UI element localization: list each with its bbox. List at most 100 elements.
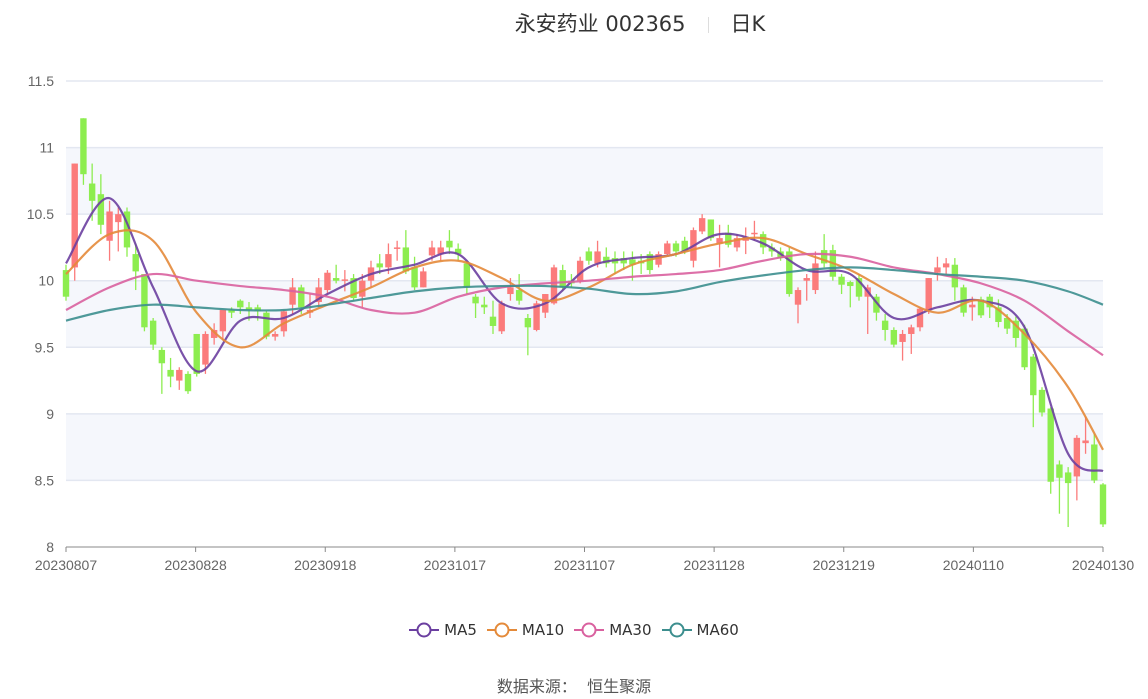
- period-label[interactable]: 日K: [730, 12, 766, 36]
- candle-body-down: [681, 240, 688, 252]
- candle-body-up: [969, 304, 976, 308]
- candle-body-down: [890, 329, 898, 345]
- x-tick-label: 20231219: [813, 557, 876, 573]
- candle-body-up: [698, 218, 706, 232]
- title-divider: [707, 17, 709, 33]
- candle-body-up: [359, 280, 366, 297]
- chart-title: 永安药业 002365 日K: [0, 8, 1148, 38]
- candle-body-down: [620, 258, 627, 264]
- legend: MA5 MA10 MA30 MA60: [0, 621, 1148, 643]
- candle-body-down: [463, 263, 471, 288]
- candle-body-down: [149, 320, 157, 345]
- candle-body-down: [707, 219, 715, 239]
- x-axis: 20230807 20230828 20230918 20231017 20231107…: [35, 546, 1134, 573]
- candle-body-up: [908, 327, 915, 334]
- candle-body-up: [899, 333, 906, 342]
- candle-body-up: [437, 247, 444, 255]
- candle-body-down: [1099, 484, 1107, 525]
- grid-band: [66, 413, 1103, 481]
- legend-item-ma5[interactable]: MA5: [409, 621, 477, 639]
- candle-body-down: [228, 310, 235, 313]
- candle-body-up: [925, 278, 932, 311]
- candle-body-down: [515, 290, 523, 301]
- candle-body-down: [88, 183, 96, 201]
- candle-body-down: [1038, 389, 1046, 413]
- candle-body-down: [1064, 472, 1072, 484]
- candle-body-down: [158, 349, 166, 364]
- candle-body-down: [80, 118, 87, 175]
- candle-body-up: [71, 163, 78, 268]
- legend-label: MA10: [521, 621, 565, 639]
- legend-item-ma30[interactable]: MA30: [574, 621, 652, 639]
- candle-body-down: [237, 300, 244, 308]
- candle-body-down: [263, 312, 270, 337]
- candle-body-up: [916, 308, 924, 328]
- candle-body-down: [847, 282, 854, 287]
- candle-body-down: [977, 299, 985, 316]
- candle-body-down: [97, 194, 105, 225]
- legend-label: MA60: [696, 621, 739, 639]
- candle-body-up: [393, 247, 401, 249]
- x-tick-label: 20230807: [35, 557, 98, 573]
- candle-body-down: [1091, 444, 1098, 481]
- source-value: 恒生聚源: [587, 677, 652, 696]
- candle-body-up: [507, 287, 514, 295]
- legend-label: MA30: [609, 621, 652, 639]
- candle-body-up: [803, 278, 810, 281]
- candle-body-down: [820, 250, 828, 264]
- candle-body-down: [768, 247, 776, 252]
- grid-band: [66, 147, 1103, 215]
- candle-body-down: [184, 373, 192, 392]
- candle-body-down: [838, 276, 845, 285]
- candle-body-up: [271, 333, 279, 337]
- candle-body-up: [594, 251, 601, 264]
- candle-body-up: [341, 279, 349, 281]
- x-tick-label: 20231128: [684, 557, 745, 573]
- candle-body-down: [454, 248, 462, 255]
- candle-body-up: [576, 260, 584, 281]
- legend-item-ma60[interactable]: MA60: [661, 621, 739, 639]
- candle-body-down: [132, 254, 139, 272]
- candle-body-down: [62, 270, 70, 297]
- candle-body-down: [1021, 328, 1028, 368]
- candle-body-down: [1012, 320, 1020, 338]
- ma-lines: [65, 197, 1104, 473]
- candle-body-up: [420, 271, 427, 288]
- x-tick-label: 20230918: [294, 557, 357, 573]
- candle-body-up: [1073, 437, 1081, 477]
- candle-body-up: [751, 232, 758, 235]
- candle-body-down: [725, 232, 732, 245]
- candle-body-down: [350, 278, 357, 299]
- y-tick-label: 11.5: [28, 73, 54, 89]
- candle-body-up: [533, 303, 540, 330]
- legend-circle-icon: [574, 622, 605, 638]
- y-tick-label: 9.5: [35, 339, 55, 355]
- candle-body-down: [873, 296, 880, 313]
- legend-item-ma10[interactable]: MA10: [486, 621, 565, 639]
- candle-body-up: [428, 247, 436, 256]
- candle-body-down: [193, 333, 200, 374]
- candle-body-down: [585, 251, 593, 261]
- line-ma60: [65, 266, 1104, 322]
- x-tick-label: 20231107: [554, 557, 615, 573]
- candle-body-up: [1082, 440, 1089, 444]
- x-tick-label: 20230828: [164, 557, 227, 573]
- candle-body-down: [1056, 464, 1063, 478]
- candle-body-down: [672, 243, 680, 252]
- candle-body-down: [141, 274, 148, 328]
- y-tick-label: 8.5: [35, 472, 55, 488]
- candle-body-up: [219, 310, 227, 332]
- background-bands: [66, 147, 1103, 481]
- candle-body-down: [559, 270, 566, 288]
- y-tick-label: 11: [39, 140, 54, 156]
- legend-circle-icon: [486, 622, 517, 638]
- candle-body-up: [115, 214, 122, 223]
- y-tick-label: 10: [38, 273, 54, 289]
- candle-body-down: [603, 256, 610, 264]
- x-tick-label: 20240110: [943, 557, 1004, 573]
- candle-body-down: [1003, 317, 1011, 329]
- candle-body-down: [489, 316, 497, 326]
- candle-body-up: [934, 267, 941, 273]
- candle-body-up: [794, 290, 802, 305]
- stock-name-code: 永安药业 002365: [514, 12, 686, 36]
